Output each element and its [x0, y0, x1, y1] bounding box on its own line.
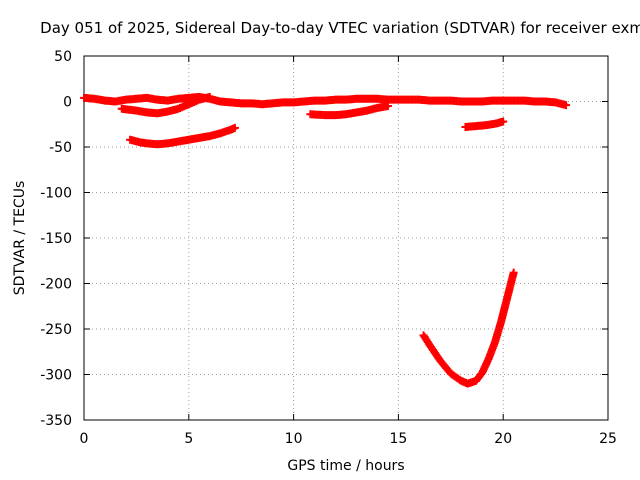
data-point — [205, 92, 214, 101]
x-tick-label: 15 — [389, 431, 407, 447]
data-point — [509, 268, 518, 277]
x-axis-label: GPS time / hours — [287, 458, 404, 474]
axis-ticks: 0 5 10 15 20 25 50 0 -50 -100 -150 -200 -250 -300 -350 — [40, 49, 617, 447]
y-tick-label: 50 — [54, 49, 72, 65]
x-tick-label: 0 — [80, 431, 89, 447]
data-point — [562, 101, 571, 110]
x-tick-label: 10 — [285, 431, 303, 447]
x-tick-label: 5 — [184, 431, 193, 447]
data-point — [230, 123, 239, 132]
chart-title: Day 051 of 2025, Sidereal Day-to-day VTE… — [40, 19, 640, 37]
y-tick-label: -300 — [40, 368, 72, 384]
y-tick-label: -150 — [40, 231, 72, 247]
x-tick-label: 25 — [599, 431, 617, 447]
data-points — [80, 92, 571, 388]
y-tick-label: -350 — [40, 413, 72, 429]
y-tick-label: -50 — [49, 140, 72, 156]
data-point — [383, 102, 392, 111]
x-tick-label: 20 — [494, 431, 512, 447]
grid — [84, 56, 608, 420]
y-tick-label: -200 — [40, 277, 72, 293]
y-axis-label: SDTVAR / TECUs — [12, 181, 28, 296]
data-point — [499, 117, 508, 126]
y-tick-label: 0 — [63, 95, 72, 111]
y-tick-label: -250 — [40, 322, 72, 338]
y-tick-label: -100 — [40, 186, 72, 202]
